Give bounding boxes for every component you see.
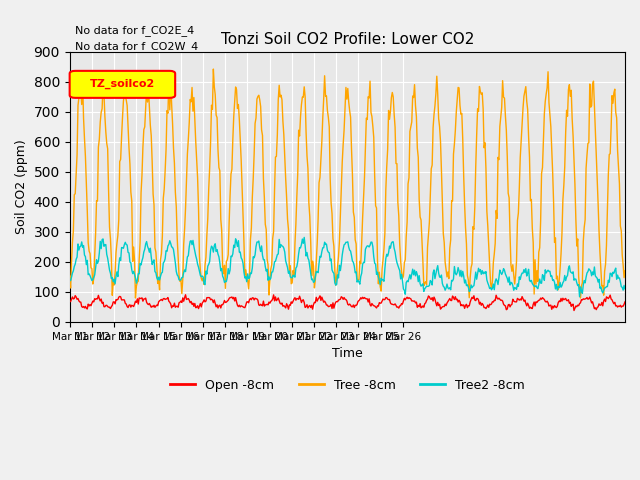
- X-axis label: Time: Time: [332, 347, 363, 360]
- FancyBboxPatch shape: [70, 71, 175, 98]
- Text: No data for f_CO2W_4: No data for f_CO2W_4: [76, 41, 198, 52]
- Text: TZ_soilco2: TZ_soilco2: [90, 79, 155, 89]
- Text: No data for f_CO2E_4: No data for f_CO2E_4: [76, 25, 195, 36]
- Legend: Open -8cm, Tree -8cm, Tree2 -8cm: Open -8cm, Tree -8cm, Tree2 -8cm: [164, 374, 530, 397]
- Y-axis label: Soil CO2 (ppm): Soil CO2 (ppm): [15, 140, 28, 234]
- Title: Tonzi Soil CO2 Profile: Lower CO2: Tonzi Soil CO2 Profile: Lower CO2: [221, 32, 474, 47]
